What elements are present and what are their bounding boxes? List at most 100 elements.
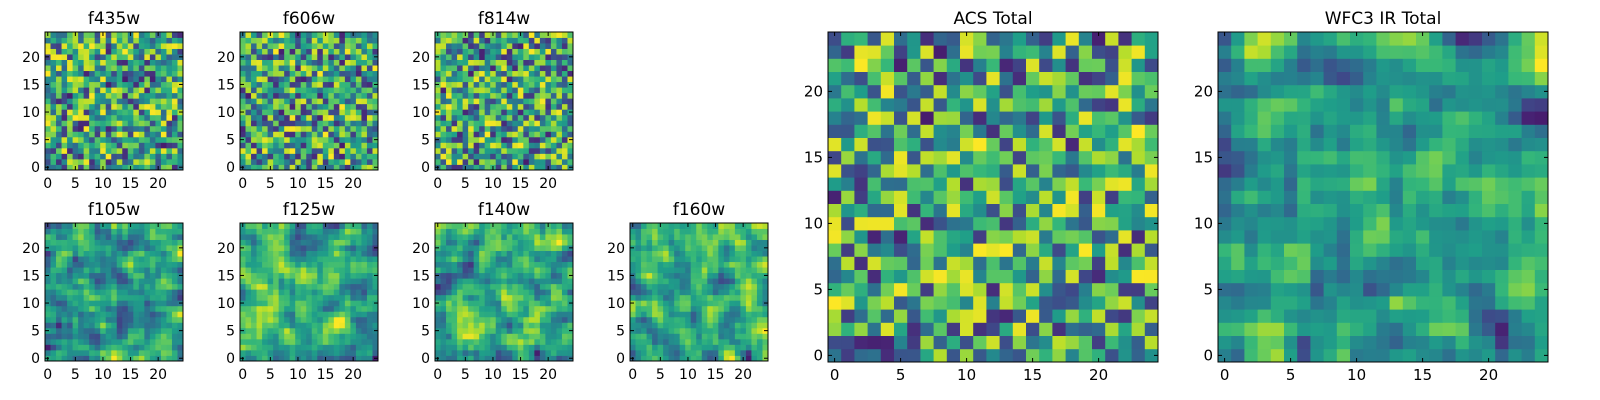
heatmap-cell (67, 278, 73, 285)
heatmap-cell (122, 147, 129, 154)
heatmap-cell (718, 234, 725, 240)
heatmap-cell (328, 338, 335, 345)
heatmap-cell (484, 223, 491, 229)
heatmap-cell (311, 92, 318, 99)
heatmap-cell (333, 43, 340, 49)
heatmap-cell (517, 48, 524, 55)
heatmap-cell (67, 164, 73, 171)
heatmap-cell (339, 349, 346, 356)
heatmap-cell (495, 81, 502, 88)
heatmap-cell (663, 327, 670, 334)
heatmap-cell (262, 114, 268, 121)
heatmap-cell (72, 87, 79, 94)
heatmap-cell (171, 37, 178, 44)
heatmap-cell (517, 327, 524, 334)
heatmap-cell (61, 32, 68, 38)
heatmap-cell (311, 234, 318, 240)
heatmap-cell (155, 54, 162, 60)
heatmap-cell (707, 349, 714, 356)
heatmap-cell (278, 228, 285, 235)
heatmap-cell (240, 289, 246, 296)
heatmap-cell (344, 76, 351, 83)
heatmap-cell (517, 147, 524, 154)
heatmap-cell (344, 158, 351, 165)
heatmap-cell (366, 272, 373, 279)
heatmap-cell (701, 267, 708, 274)
heatmap-cell (267, 349, 274, 356)
heatmap-cell (933, 230, 948, 244)
heatmap-cell (355, 316, 362, 323)
heatmap-cell (322, 131, 329, 138)
heatmap-cell (468, 120, 475, 127)
heatmap-cell (657, 245, 664, 251)
heatmap-cell (999, 322, 1014, 336)
heatmap-cell (278, 164, 285, 171)
heatmap-cell (440, 103, 447, 110)
heatmap-cell (751, 228, 758, 235)
heatmap-cell (635, 245, 642, 251)
heatmap-cell (539, 164, 546, 171)
heatmap-cell (534, 54, 541, 60)
heatmap-cell (652, 261, 658, 268)
heatmap-cell (333, 228, 340, 235)
heatmap-cell (517, 114, 524, 121)
heatmap-cell (946, 203, 961, 218)
heatmap-cell (501, 125, 508, 132)
heatmap-cell (523, 32, 530, 38)
heatmap-cell (138, 294, 145, 301)
heatmap-cell (561, 43, 568, 49)
heatmap-cell (245, 349, 252, 356)
heatmap-cell (256, 158, 263, 165)
heatmap-cell (273, 245, 280, 251)
heatmap-cell (734, 338, 741, 345)
heatmap-cell (745, 250, 752, 257)
heatmap-cell (61, 43, 68, 49)
heatmap-cell (83, 158, 90, 165)
heatmap-cell (311, 54, 318, 60)
heatmap-cell (262, 311, 268, 318)
heatmap-cell (138, 37, 145, 44)
heatmap-cell (528, 59, 535, 66)
heatmap-cell (344, 327, 351, 334)
heatmap-cell (745, 327, 752, 334)
heatmap-cell (473, 103, 480, 110)
heatmap-cell (149, 338, 156, 345)
heatmap-cell (300, 344, 307, 351)
heatmap-cell (61, 109, 68, 116)
heatmap-cell (366, 316, 373, 323)
heatmap-cell (828, 230, 842, 244)
heatmap-cell (946, 309, 961, 323)
heatmap-cell (668, 289, 675, 296)
heatmap-cell (111, 158, 118, 165)
heatmap-cell (333, 87, 340, 94)
heatmap-cell (723, 322, 730, 329)
heatmap-cell (646, 223, 653, 229)
heatmap-cell (262, 316, 268, 323)
heatmap-cell (171, 81, 178, 88)
heatmap-cell (462, 294, 469, 301)
heatmap-cell (1012, 309, 1027, 323)
heatmap-cells (435, 32, 574, 171)
heatmap-cell (512, 338, 519, 345)
heatmap-cell (435, 256, 441, 263)
heatmap-cell (361, 305, 368, 312)
heatmap-cell (468, 278, 475, 285)
heatmap-cell (160, 294, 167, 301)
heatmap-cell (344, 316, 351, 323)
heatmap-cell (300, 256, 307, 263)
heatmap-cell (50, 125, 57, 132)
heatmap-cell (339, 87, 346, 94)
heatmap-cell (718, 294, 725, 301)
heatmap-cell (1144, 348, 1159, 363)
heatmap-cell (1131, 243, 1146, 257)
heatmap-cell (630, 278, 636, 285)
heatmap-cell (133, 109, 140, 116)
heatmap-cell (251, 245, 257, 251)
heatmap-cell (556, 120, 563, 127)
heatmap-cell (311, 48, 318, 55)
heatmap-cell (251, 316, 257, 323)
heatmap-cell (1012, 256, 1027, 270)
heatmap-cell (641, 355, 647, 362)
heatmap-cell (534, 278, 541, 285)
heatmap-cell (696, 239, 703, 246)
